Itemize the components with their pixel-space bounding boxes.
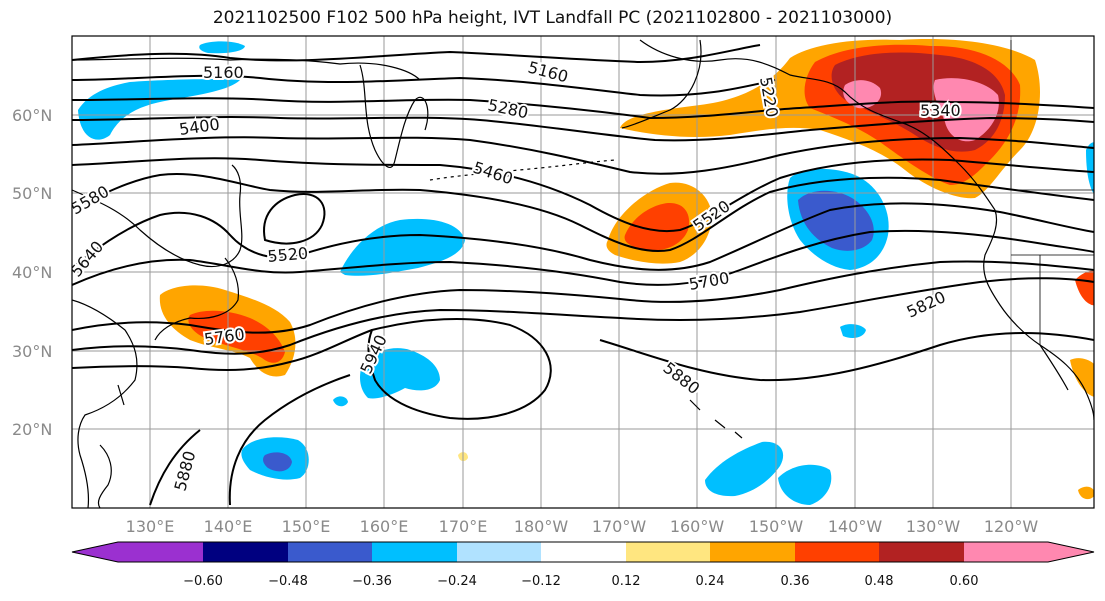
contour-label: 5400 [178, 114, 221, 138]
lon-label: 140°W [828, 517, 883, 536]
lat-label: 20°N [12, 420, 52, 439]
coastline-hawaii [689, 399, 743, 439]
lon-label: 160°E [360, 517, 409, 536]
negative-anomaly-region [778, 464, 832, 505]
colorbar-cell [541, 542, 626, 562]
lon-label: 130°W [906, 517, 961, 536]
colorbar-cell [1048, 542, 1094, 562]
lon-label: 140°E [204, 517, 253, 536]
negative-anomaly-region [263, 452, 292, 472]
height-contour [599, 332, 1094, 382]
positive-anomaly-region [1070, 358, 1094, 397]
negative-anomaly-region [840, 324, 866, 338]
height-contour [72, 136, 1094, 175]
lat-label: 40°N [12, 263, 52, 282]
colorbar-ticks: −0.60 −0.48 −0.36 −0.24 −0.12 0.12 0.24 … [183, 574, 978, 589]
colorbar-tick-label: 0.24 [696, 574, 725, 589]
colorbar-tick-label: −0.24 [437, 574, 477, 589]
colorbar-tick-label: 0.36 [781, 574, 810, 589]
height-contour [72, 173, 1094, 252]
lon-label: 150°E [282, 517, 331, 536]
colorbar-tick-label: 0.48 [865, 574, 894, 589]
colorbar-outline [71, 541, 1095, 563]
height-contour [72, 202, 1094, 271]
lat-label: 30°N [12, 342, 52, 361]
colorbar-cell [710, 542, 795, 562]
coastline-china [72, 299, 138, 508]
height-contour [72, 97, 1094, 120]
colorbar-cell [879, 542, 964, 562]
colorbar-cell [372, 542, 457, 562]
height-contour [72, 260, 1094, 334]
colorbar-tick-label: −0.36 [352, 574, 392, 589]
contour-label: 5520 [267, 244, 309, 266]
lon-label: 130°E [126, 517, 175, 536]
negative-anomaly-region [199, 41, 245, 54]
contour-label: 5340 [920, 101, 961, 120]
coastline-alaska [639, 39, 996, 211]
coastline-baja [1039, 344, 1069, 391]
height-contour [72, 44, 761, 64]
lon-label: 120°W [984, 517, 1039, 536]
colorbar-tick-label: −0.60 [183, 574, 223, 589]
positive-anomaly-region [1078, 486, 1094, 500]
coastline-asia [72, 57, 421, 81]
coastline-kamchatka [359, 64, 429, 168]
height-contour [228, 374, 351, 506]
borders-north-america [1010, 40, 1094, 345]
colorbar-cell [118, 542, 203, 562]
ivt-shading [78, 39, 1094, 505]
height-contour [72, 229, 1094, 286]
lat-label: 60°N [12, 106, 52, 125]
colorbar-cell [457, 542, 541, 562]
height-contour [72, 329, 373, 371]
coastline-alaska-west [621, 39, 702, 129]
negative-anomaly-region [1086, 142, 1094, 194]
negative-anomaly-region [78, 79, 240, 140]
colorbar-tick-label: 0.60 [950, 574, 979, 589]
height-contour [72, 277, 1094, 355]
colorbar-tick-label: −0.48 [268, 574, 308, 589]
coastline-japan [154, 257, 240, 341]
colorbar-cell [288, 542, 372, 562]
coastline-taiwan [117, 384, 125, 406]
latitude-labels: 60°N 50°N 40°N 30°N 20°N [12, 106, 52, 439]
positive-anomaly-region [933, 78, 999, 142]
lon-label: 170°E [439, 517, 488, 536]
map-title: 2021102500 F102 500 hPa height, IVT Land… [212, 8, 893, 28]
colorbar-cell [964, 542, 1048, 562]
colorbar-tick-label: 0.12 [612, 574, 641, 589]
colorbar-cell [72, 542, 118, 562]
colorbar-cell [795, 542, 879, 562]
height-contours [72, 44, 1094, 506]
colorbar-tick-label: −0.12 [521, 574, 561, 589]
lat-label: 50°N [12, 184, 52, 203]
negative-anomaly-region [333, 396, 348, 407]
positive-anomaly-region [843, 80, 882, 109]
lon-label: 150°W [749, 517, 804, 536]
height-contour [367, 317, 552, 420]
coastline-philippines [97, 444, 112, 508]
colorbar-cell [203, 542, 288, 562]
height-contour [72, 116, 1094, 142]
longitude-labels: 130°E 140°E 150°E 160°E 170°E 180°W 170°… [126, 517, 1039, 536]
coastline-north-america [983, 209, 1094, 421]
colorbar [71, 541, 1095, 563]
contour-label: 5160 [203, 63, 244, 82]
height-contour [72, 157, 1094, 232]
lon-label: 160°W [670, 517, 725, 536]
map-frame [71, 35, 1095, 509]
lon-label: 170°W [592, 517, 647, 536]
negative-anomaly-region [705, 441, 784, 497]
colorbar-cell [626, 542, 710, 562]
height-contour [149, 429, 201, 506]
lon-label: 180°W [514, 517, 569, 536]
positive-anomaly-region [624, 202, 690, 251]
positive-anomaly-region [188, 310, 285, 363]
height-contour [72, 74, 776, 97]
height-contour [263, 193, 326, 245]
